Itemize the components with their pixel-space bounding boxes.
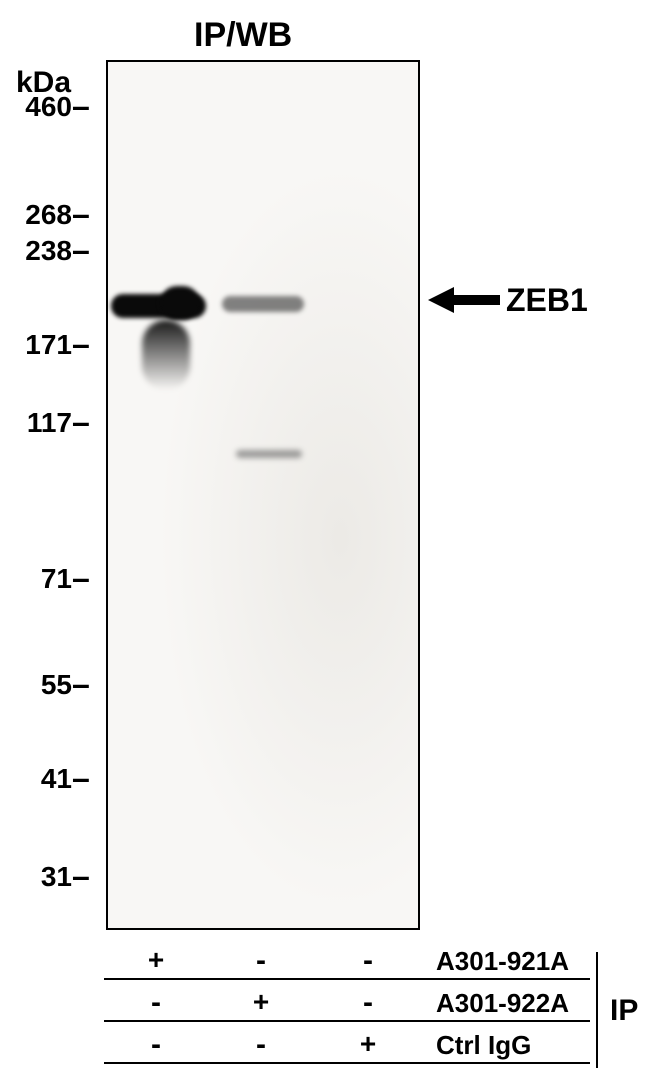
ip-antibody-label: Ctrl IgG bbox=[436, 1030, 531, 1061]
mw-label: 117 bbox=[6, 407, 72, 439]
ip-side-label: IP bbox=[610, 994, 638, 1028]
mw-dash: – bbox=[72, 560, 90, 597]
arrow-shaft bbox=[454, 295, 500, 305]
mw-label: 41 bbox=[6, 763, 72, 795]
mw-dash: – bbox=[72, 196, 90, 233]
ip-sign: - bbox=[241, 944, 281, 978]
ip-sign: - bbox=[348, 944, 388, 978]
mw-label: 460 bbox=[6, 91, 72, 123]
mw-dash: – bbox=[72, 760, 90, 797]
ip-antibody-label: A301-922A bbox=[436, 988, 569, 1019]
ip-sign: + bbox=[241, 986, 281, 1018]
mw-dash: – bbox=[72, 326, 90, 363]
ip-sign: + bbox=[348, 1028, 388, 1060]
arrow-head-icon bbox=[428, 287, 454, 313]
ip-sign: - bbox=[348, 986, 388, 1020]
blot-band bbox=[160, 286, 200, 320]
mw-dash: – bbox=[72, 666, 90, 703]
ip-row-underline bbox=[104, 978, 590, 980]
ip-sign: - bbox=[136, 1028, 176, 1062]
bands-layer bbox=[108, 62, 418, 928]
blot-band bbox=[222, 296, 304, 312]
figure-title: IP/WB bbox=[194, 16, 292, 55]
mw-dash: – bbox=[72, 232, 90, 269]
ip-row-underline bbox=[104, 1020, 590, 1022]
figure-container: IP/WB kDa 460–268–238–171–117–71–55–41–3… bbox=[0, 0, 650, 1071]
mw-dash: – bbox=[72, 88, 90, 125]
mw-label: 31 bbox=[6, 861, 72, 893]
mw-label: 171 bbox=[6, 329, 72, 361]
mw-dash: – bbox=[72, 404, 90, 441]
ip-row-underline bbox=[104, 1062, 590, 1064]
ip-bracket-line bbox=[596, 952, 598, 1068]
ip-sign: + bbox=[136, 944, 176, 976]
ip-antibody-label: A301-921A bbox=[436, 946, 569, 977]
target-protein-label: ZEB1 bbox=[506, 282, 588, 319]
ip-antibody-table: + - - A301-921A - + - A301-922A - - + Ctrl IgG bbox=[0, 938, 650, 1078]
blot-band bbox=[142, 320, 190, 390]
blot-membrane bbox=[106, 60, 420, 930]
mw-label: 55 bbox=[6, 669, 72, 701]
mw-dash: – bbox=[72, 858, 90, 895]
blot-band bbox=[236, 450, 302, 458]
mw-label: 238 bbox=[6, 235, 72, 267]
ip-sign: - bbox=[136, 986, 176, 1020]
mw-label: 268 bbox=[6, 199, 72, 231]
ip-sign: - bbox=[241, 1028, 281, 1062]
mw-label: 71 bbox=[6, 563, 72, 595]
